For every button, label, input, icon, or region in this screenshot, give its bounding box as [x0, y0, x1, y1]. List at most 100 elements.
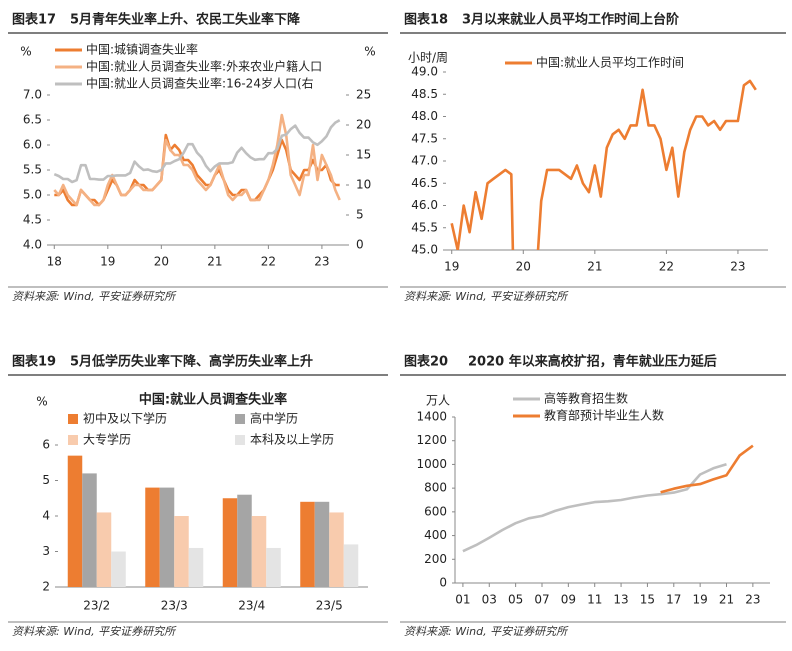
x-tick-label: 05 — [508, 593, 523, 607]
y-tick-label: 48.0 — [411, 109, 438, 123]
bar — [329, 512, 344, 587]
bar — [266, 547, 281, 587]
legend-swatch — [235, 435, 245, 445]
y-tick-label: 48.5 — [411, 87, 438, 101]
source-note: 资料来源: Wind, 平安证券研究所 — [12, 290, 177, 303]
x-tick-label: 13 — [613, 593, 628, 607]
source-note: 资料来源: Wind, 平安证券研究所 — [12, 625, 177, 638]
legend-label: 初中及以下学历 — [83, 411, 167, 426]
figure-title: 2020 年以来高校扩招，青年就业压力延后 — [468, 354, 717, 370]
legend-label: 大专学历 — [83, 432, 131, 447]
bar — [251, 516, 267, 587]
figure-title: 3月以来就业人员平均工作时间上台阶 — [462, 12, 680, 28]
x-tick-label: 03 — [482, 593, 497, 607]
x-tick-label: 23 — [745, 593, 760, 607]
y-tick-label: 4.0 — [23, 238, 42, 252]
y-axis-label: % — [20, 45, 31, 59]
y-tick-label: 46.0 — [411, 198, 438, 212]
y-tick-label: 6 — [42, 438, 50, 452]
bar — [159, 487, 175, 587]
y2-tick-label: 5 — [356, 208, 364, 222]
x-tick-label: 18 — [47, 255, 62, 269]
figure-label: 图表19 — [12, 354, 56, 370]
x-tick-label: 20 — [516, 260, 531, 274]
y-tick-label: 6.0 — [23, 138, 42, 152]
y-tick-label: 47.0 — [411, 154, 438, 168]
series-line — [53, 119, 341, 184]
y-axis-label: 万人 — [426, 394, 450, 408]
y2-tick-label: 15 — [356, 148, 371, 162]
y-tick-label: 600 — [424, 504, 447, 518]
y2-axis-label: % — [364, 45, 375, 59]
y-tick-label: 5.0 — [23, 188, 42, 202]
legend-swatch — [235, 414, 245, 424]
y-tick-label: 47.5 — [411, 131, 438, 145]
figure-title: 5月青年失业率上升、农民工失业率下降 — [70, 12, 301, 28]
y-tick-label: 1200 — [416, 433, 447, 447]
y2-tick-label: 0 — [356, 238, 364, 252]
legend-label: 中国:城镇调查失业率 — [86, 42, 198, 57]
y2-tick-label: 25 — [356, 88, 371, 102]
y-tick-label: 7.0 — [23, 88, 42, 102]
y-tick-label: 46.5 — [411, 176, 438, 190]
legend-label: 高中学历 — [250, 411, 298, 426]
figure-label: 图表20 — [404, 354, 448, 370]
series-line — [660, 444, 754, 494]
y-tick-label: 3 — [42, 544, 50, 558]
bar — [67, 455, 83, 587]
legend-label: 教育部预计毕业生人数 — [544, 408, 664, 423]
x-tick-label: 21 — [719, 593, 734, 607]
x-tick-label: 23 — [730, 260, 745, 274]
series-line — [54, 133, 340, 207]
y-tick-label: 1000 — [416, 457, 447, 471]
x-tick-label: 19 — [444, 260, 459, 274]
legend-label: 中国:就业人员调查失业率:16-24岁人口(右 — [86, 76, 314, 91]
bar — [188, 547, 204, 587]
legend-label: 中国:就业人员平均工作时间 — [536, 55, 684, 70]
x-tick-label: 20 — [154, 255, 169, 269]
legend-swatch — [68, 414, 78, 424]
legend-label: 本科及以上学历 — [250, 432, 334, 447]
bar — [96, 512, 112, 587]
y-tick-label: 5.5 — [23, 163, 42, 177]
y-tick-label: 5 — [42, 473, 50, 487]
bar — [237, 494, 252, 587]
y-tick-label: 49.0 — [411, 65, 438, 79]
chart-subtitle: 中国:就业人员调查失业率 — [139, 392, 287, 408]
y-axis-label: % — [36, 395, 47, 409]
x-tick-label: 21 — [587, 260, 602, 274]
bar — [343, 544, 359, 587]
x-tick-label: 15 — [640, 593, 655, 607]
x-tick-label: 11 — [587, 593, 602, 607]
bar — [300, 501, 315, 587]
x-tick-label: 23/2 — [83, 599, 110, 613]
x-tick-label: 22 — [261, 255, 276, 269]
legend-label: 高等教育招生数 — [544, 391, 628, 406]
y2-tick-label: 10 — [356, 178, 371, 192]
x-tick-label: 07 — [534, 593, 549, 607]
series-line — [450, 79, 757, 250]
x-tick-label: 23/4 — [238, 599, 265, 613]
x-tick-label: 09 — [561, 593, 576, 607]
bar — [174, 516, 189, 587]
y-tick-label: 45.0 — [411, 243, 438, 257]
legend-label: 中国:就业人员调查失业率:外来农业户籍人口 — [86, 59, 322, 74]
y-axis-label: 小时/周 — [408, 51, 448, 65]
figure-label: 图表17 — [12, 12, 56, 28]
y-tick-label: 45.5 — [411, 220, 438, 234]
bar — [314, 501, 330, 587]
bar — [222, 498, 238, 587]
y-tick-label: 4 — [42, 509, 50, 523]
x-tick-label: 23/5 — [316, 599, 343, 613]
y-tick-label: 2 — [42, 580, 50, 594]
figure-label: 图表18 — [404, 12, 448, 28]
x-tick-label: 17 — [666, 593, 681, 607]
x-tick-label: 19 — [100, 255, 115, 269]
x-tick-label: 22 — [659, 260, 674, 274]
series-line — [53, 113, 341, 207]
x-tick-label: 23 — [314, 255, 329, 269]
bar — [111, 551, 126, 587]
y-tick-label: 1400 — [416, 410, 447, 424]
y-tick-label: 4.5 — [23, 213, 42, 227]
